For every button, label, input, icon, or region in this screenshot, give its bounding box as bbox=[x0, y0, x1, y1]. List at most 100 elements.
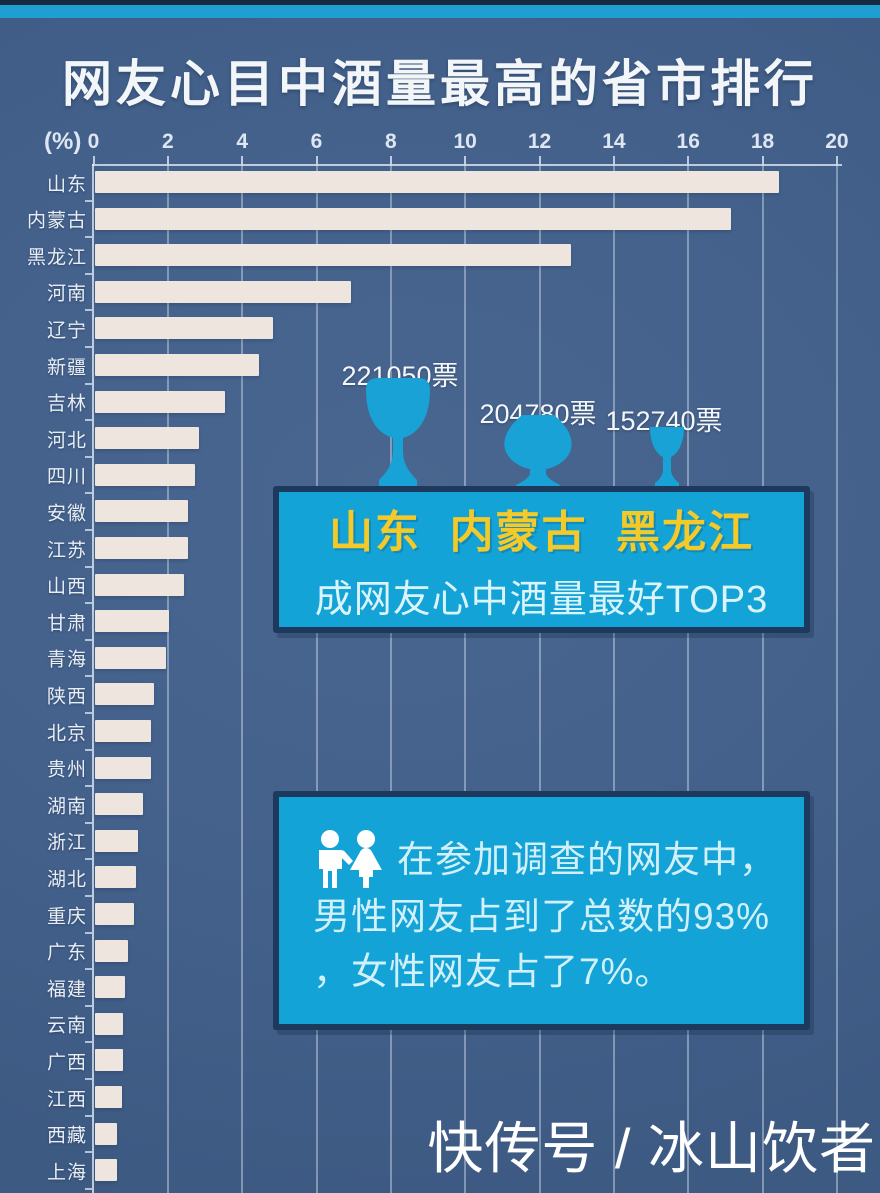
axis-line-horizontal bbox=[92, 164, 842, 166]
gridline bbox=[241, 164, 244, 1193]
gridline bbox=[315, 164, 318, 1193]
table-row: 贵州 bbox=[0, 750, 880, 787]
province-label: 浙江 bbox=[46, 832, 87, 854]
axis-line-vertical bbox=[92, 164, 94, 1193]
axis-tick-label: 4 bbox=[236, 130, 249, 153]
table-row: 山东 bbox=[0, 164, 880, 201]
province-label: 青海 bbox=[46, 649, 87, 671]
row-tick-mark bbox=[85, 821, 92, 824]
value-bar bbox=[95, 976, 125, 999]
province-label: 上海 bbox=[46, 1162, 87, 1184]
axis-unit-label: (%) bbox=[44, 128, 82, 155]
top3-callout-box: 山东 内蒙古 黑龙江 成网友心中酒量最好TOP3 bbox=[273, 486, 810, 633]
value-bar bbox=[95, 720, 151, 742]
value-bar bbox=[95, 1086, 122, 1108]
table-row: 浙江 bbox=[0, 823, 880, 860]
top-border-line bbox=[0, 0, 880, 5]
row-tick-mark bbox=[85, 199, 92, 202]
table-row: 河北 bbox=[0, 420, 880, 457]
province-label: 北京 bbox=[46, 723, 87, 744]
axis-tick-label: 0 bbox=[87, 130, 100, 153]
top3-provinces-text: 山东 内蒙古 黑龙江 bbox=[329, 508, 754, 557]
row-tick-mark bbox=[85, 346, 92, 348]
table-row: 重庆 bbox=[0, 896, 880, 933]
table-row: 四川 bbox=[0, 457, 880, 494]
top-cyan-strip bbox=[0, 5, 880, 18]
row-tick-mark bbox=[85, 1151, 92, 1154]
value-bar bbox=[95, 171, 779, 193]
value-bar bbox=[95, 317, 274, 340]
value-bar bbox=[95, 646, 166, 669]
value-bar bbox=[95, 793, 144, 816]
axis-tick-mark bbox=[464, 156, 467, 164]
province-label: 广东 bbox=[46, 942, 87, 964]
table-row: 山西 bbox=[0, 567, 880, 604]
axis-tick-label: 2 bbox=[161, 130, 174, 153]
survey-line-3: ，女性网友占了7%。 bbox=[313, 951, 673, 992]
value-bar bbox=[95, 939, 129, 962]
table-row: 湖南 bbox=[0, 786, 880, 823]
value-bar bbox=[95, 1049, 123, 1072]
value-bar bbox=[95, 683, 155, 706]
province-label: 安徽 bbox=[46, 503, 87, 525]
value-bar bbox=[95, 207, 731, 230]
row-tick-mark bbox=[85, 529, 92, 531]
row-tick-mark bbox=[85, 1004, 92, 1007]
province-label: 山东 bbox=[46, 174, 87, 195]
province-label: 河北 bbox=[46, 430, 87, 452]
table-row: 湖北 bbox=[0, 859, 880, 896]
row-tick-mark bbox=[85, 309, 92, 312]
province-label: 江西 bbox=[46, 1089, 87, 1110]
axis-tick-mark bbox=[315, 156, 318, 164]
table-row: 广东 bbox=[0, 933, 880, 970]
value-bar bbox=[95, 756, 151, 779]
province-label: 湖北 bbox=[46, 869, 87, 891]
value-bar bbox=[95, 610, 170, 633]
axis-tick-mark bbox=[92, 156, 95, 164]
province-label: 重庆 bbox=[46, 906, 87, 927]
province-label: 黑龙江 bbox=[26, 247, 87, 269]
row-tick-mark bbox=[85, 419, 92, 422]
province-label: 江苏 bbox=[46, 540, 87, 561]
value-bar bbox=[95, 866, 136, 889]
table-row: 新疆 bbox=[0, 347, 880, 384]
value-bar bbox=[95, 244, 571, 267]
axis-tick-mark bbox=[835, 156, 838, 164]
wine-glass-icon bbox=[650, 427, 684, 490]
province-label: 广西 bbox=[46, 1052, 87, 1074]
province-label: 贵州 bbox=[46, 759, 87, 781]
row-tick-mark bbox=[85, 602, 92, 605]
value-bar bbox=[95, 427, 200, 450]
province-label: 吉林 bbox=[46, 393, 87, 415]
row-tick-mark bbox=[85, 931, 92, 934]
value-bar bbox=[95, 903, 135, 925]
row-tick-mark bbox=[85, 272, 92, 275]
province-label: 新疆 bbox=[46, 357, 87, 378]
value-bar bbox=[95, 1012, 123, 1035]
value-bar bbox=[95, 1122, 118, 1145]
value-bar bbox=[95, 829, 138, 852]
table-row: 福建 bbox=[0, 969, 880, 1006]
man-woman-couple-icon bbox=[319, 830, 382, 888]
table-row: 河南 bbox=[0, 274, 880, 311]
row-tick-mark bbox=[85, 712, 92, 714]
row-tick-mark bbox=[85, 455, 92, 458]
table-row: 青海 bbox=[0, 640, 880, 677]
province-label: 山西 bbox=[46, 576, 87, 598]
value-bar bbox=[95, 573, 185, 596]
axis-tick-label: 6 bbox=[310, 130, 323, 153]
province-label: 辽宁 bbox=[46, 320, 87, 342]
table-row: 吉林 bbox=[0, 384, 880, 421]
table-row: 甘肃 bbox=[0, 603, 880, 640]
province-label: 四川 bbox=[46, 466, 87, 488]
table-row: 西藏 bbox=[0, 1116, 880, 1153]
axis-tick-label: 16 bbox=[676, 130, 700, 153]
row-tick-mark bbox=[85, 785, 92, 788]
row-tick-mark bbox=[85, 1114, 92, 1117]
watermark-text: 快传号 / 冰山饮者 bbox=[427, 1117, 876, 1180]
axis-tick-label: 8 bbox=[385, 130, 397, 153]
province-label: 内蒙古 bbox=[26, 210, 87, 232]
row-tick-mark bbox=[85, 748, 92, 751]
top3-subtitle-text: 成网友心中酒量最好TOP3 bbox=[314, 579, 769, 621]
axis-tick-label: 12 bbox=[527, 130, 552, 153]
